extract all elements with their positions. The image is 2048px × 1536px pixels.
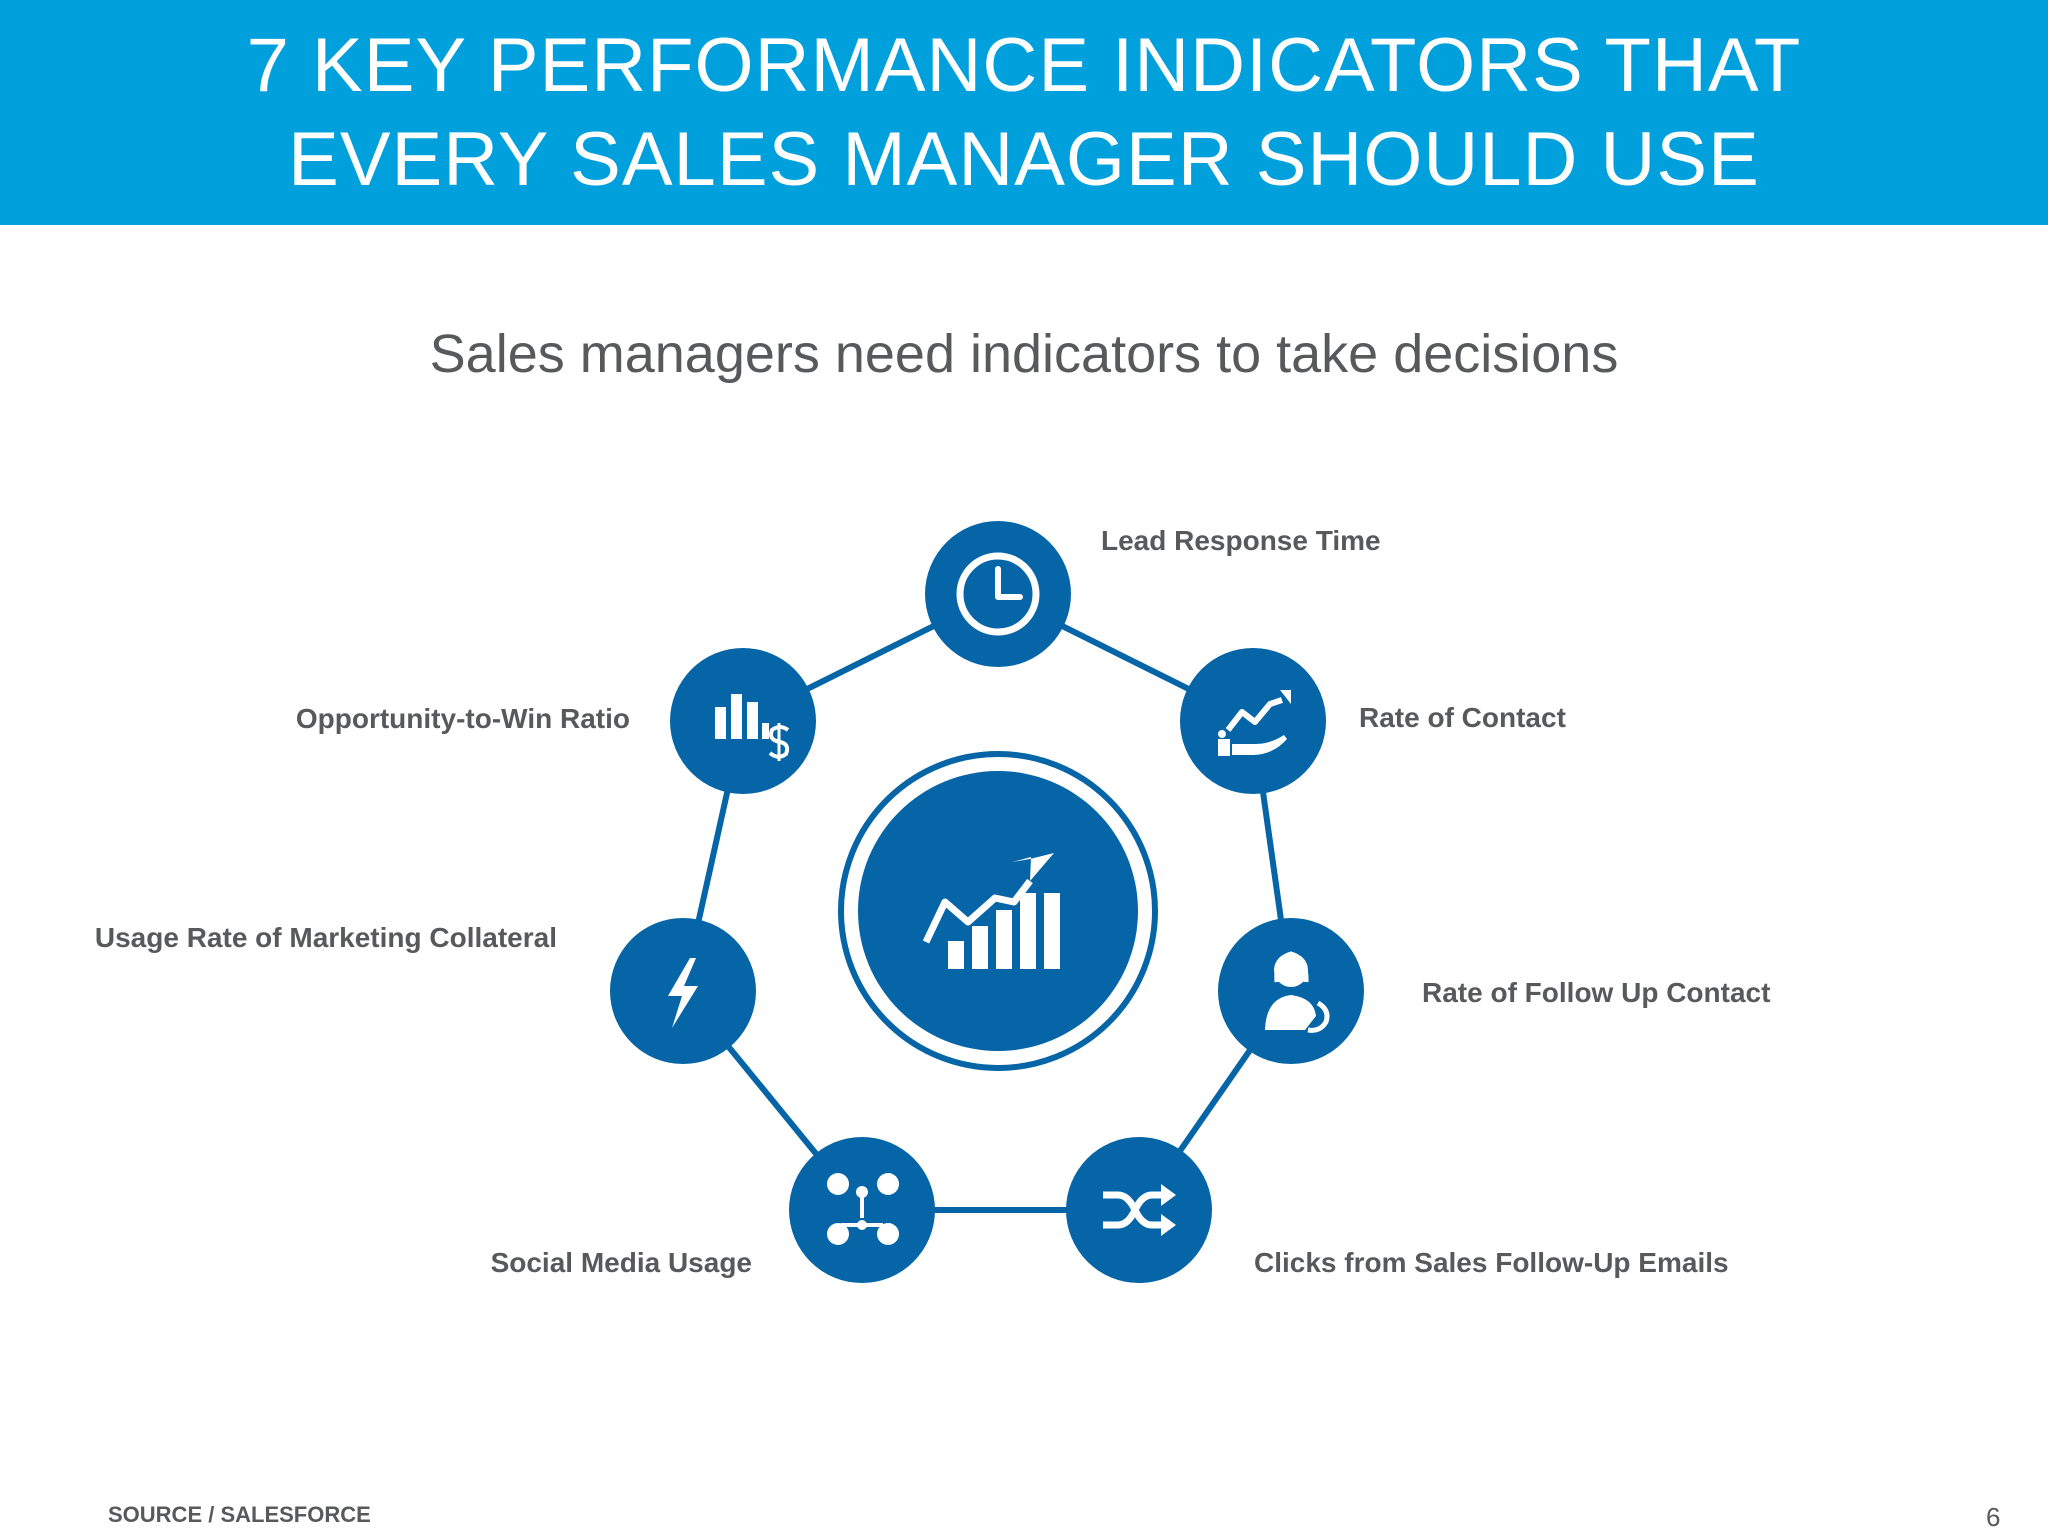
label-usage-rate-marketing-collateral: Usage Rate of Marketing Collateral (94, 922, 557, 953)
center-node (838, 751, 1158, 1071)
indicator-node-social-media-usage (789, 1137, 935, 1283)
growth-chart-icon (922, 853, 1060, 969)
label-lead-response-time: Lead Response Time (1101, 525, 1381, 556)
label-opportunity-to-win-ratio: Opportunity-to-Win Ratio (295, 703, 630, 734)
label-rate-of-follow-up-contact: Rate of Follow Up Contact (1422, 977, 1771, 1008)
bar-chart-dollar-icon (715, 694, 790, 761)
shuffle-arrows-icon (1103, 1184, 1176, 1236)
social-network-icon (827, 1173, 899, 1245)
subtitle: Sales managers need indicators to take d… (429, 324, 1619, 384)
indicator-node-rate-of-contact (1180, 648, 1326, 794)
growth-chart-hand-icon (1218, 690, 1291, 756)
source-note: SOURCE / SALESFORCE (108, 1502, 371, 1527)
label-clicks-follow-up-emails: Clicks from Sales Follow-Up Emails (1254, 1247, 1729, 1278)
indicator-node-lead-response-time (925, 521, 1071, 667)
indicator-node-clicks-follow-up-emails (1066, 1137, 1212, 1283)
page-title-line-1: 7 KEY PERFORMANCE INDICATORS THAT (246, 22, 1802, 108)
clock-icon (956, 552, 1040, 636)
label-rate-of-contact: Rate of Contact (1359, 702, 1566, 733)
indicator-node-usage-rate-marketing-collateral (610, 918, 756, 1064)
support-agent-icon (1265, 951, 1330, 1033)
page-number: 6 (1986, 1502, 2001, 1532)
lightning-bolt-icon (668, 958, 698, 1028)
label-social-media-usage: Social Media Usage (490, 1247, 752, 1278)
title-banner: 7 KEY PERFORMANCE INDICATORS THAT EVERY … (0, 0, 2048, 225)
indicator-node-opportunity-to-win-ratio (670, 648, 816, 794)
page-title-line-2: EVERY SALES MANAGER SHOULD USE (288, 116, 1760, 202)
indicator-node-rate-of-follow-up-contact (1218, 918, 1364, 1064)
